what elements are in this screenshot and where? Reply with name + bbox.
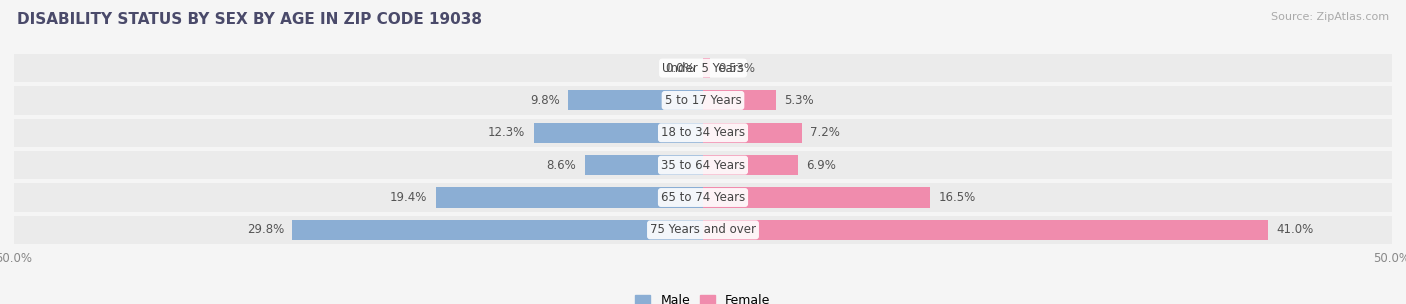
Text: 16.5%: 16.5% xyxy=(939,191,976,204)
Bar xyxy=(14,216,1392,244)
Text: 41.0%: 41.0% xyxy=(1277,223,1313,237)
Legend: Male, Female: Male, Female xyxy=(636,294,770,304)
Text: 9.8%: 9.8% xyxy=(530,94,560,107)
Bar xyxy=(14,86,1392,115)
Text: 5.3%: 5.3% xyxy=(785,94,814,107)
Bar xyxy=(585,155,703,175)
Text: 65 to 74 Years: 65 to 74 Years xyxy=(661,191,745,204)
Text: Under 5 Years: Under 5 Years xyxy=(662,61,744,74)
Text: 6.9%: 6.9% xyxy=(807,159,837,172)
Text: 5 to 17 Years: 5 to 17 Years xyxy=(665,94,741,107)
Text: 0.0%: 0.0% xyxy=(665,61,695,74)
Bar xyxy=(14,119,1392,147)
Text: 18 to 34 Years: 18 to 34 Years xyxy=(661,126,745,139)
Bar xyxy=(703,123,803,143)
Bar xyxy=(14,183,1392,212)
Text: 29.8%: 29.8% xyxy=(247,223,284,237)
Text: 8.6%: 8.6% xyxy=(547,159,576,172)
Bar xyxy=(703,58,710,78)
Bar xyxy=(568,90,703,110)
Bar xyxy=(703,188,931,208)
Text: 75 Years and over: 75 Years and over xyxy=(650,223,756,237)
Bar xyxy=(703,220,1268,240)
Text: 0.53%: 0.53% xyxy=(718,61,755,74)
Text: DISABILITY STATUS BY SEX BY AGE IN ZIP CODE 19038: DISABILITY STATUS BY SEX BY AGE IN ZIP C… xyxy=(17,12,482,27)
Bar xyxy=(703,90,776,110)
Bar xyxy=(292,220,703,240)
Bar xyxy=(703,155,799,175)
Bar xyxy=(436,188,703,208)
Text: Source: ZipAtlas.com: Source: ZipAtlas.com xyxy=(1271,12,1389,22)
Text: 12.3%: 12.3% xyxy=(488,126,526,139)
Text: 7.2%: 7.2% xyxy=(810,126,841,139)
Bar xyxy=(14,54,1392,82)
Bar xyxy=(14,151,1392,179)
Bar xyxy=(533,123,703,143)
Text: 35 to 64 Years: 35 to 64 Years xyxy=(661,159,745,172)
Text: 19.4%: 19.4% xyxy=(389,191,427,204)
